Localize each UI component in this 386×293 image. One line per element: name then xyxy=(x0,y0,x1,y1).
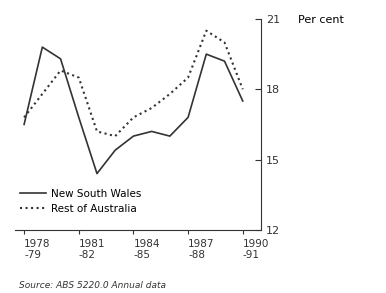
Rest of Australia xyxy=(95,130,99,133)
New South Wales xyxy=(40,45,45,49)
Rest of Australia xyxy=(22,116,26,119)
Rest of Australia xyxy=(222,41,227,44)
New South Wales xyxy=(149,130,154,133)
Rest of Australia xyxy=(168,92,172,96)
Rest of Australia xyxy=(76,76,81,79)
Rest of Australia xyxy=(204,29,208,33)
New South Wales xyxy=(204,52,208,56)
New South Wales xyxy=(76,116,81,119)
New South Wales xyxy=(113,148,117,152)
New South Wales xyxy=(131,134,136,138)
Line: New South Wales: New South Wales xyxy=(24,47,243,173)
New South Wales xyxy=(95,172,99,175)
New South Wales xyxy=(22,123,26,126)
New South Wales xyxy=(222,59,227,63)
Legend: New South Wales, Rest of Australia: New South Wales, Rest of Australia xyxy=(20,189,142,214)
Rest of Australia xyxy=(240,88,245,91)
Rest of Australia xyxy=(149,106,154,110)
Y-axis label: Per cent: Per cent xyxy=(298,15,344,25)
Rest of Australia xyxy=(186,76,190,79)
Line: Rest of Australia: Rest of Australia xyxy=(24,31,243,136)
New South Wales xyxy=(58,57,63,61)
New South Wales xyxy=(168,134,172,138)
New South Wales xyxy=(240,99,245,103)
Rest of Australia xyxy=(40,92,45,96)
Text: Source: ABS 5220.0 Annual data: Source: ABS 5220.0 Annual data xyxy=(19,281,166,290)
Rest of Australia xyxy=(113,134,117,138)
Rest of Australia xyxy=(58,69,63,72)
New South Wales xyxy=(186,116,190,119)
Rest of Australia xyxy=(131,116,136,119)
